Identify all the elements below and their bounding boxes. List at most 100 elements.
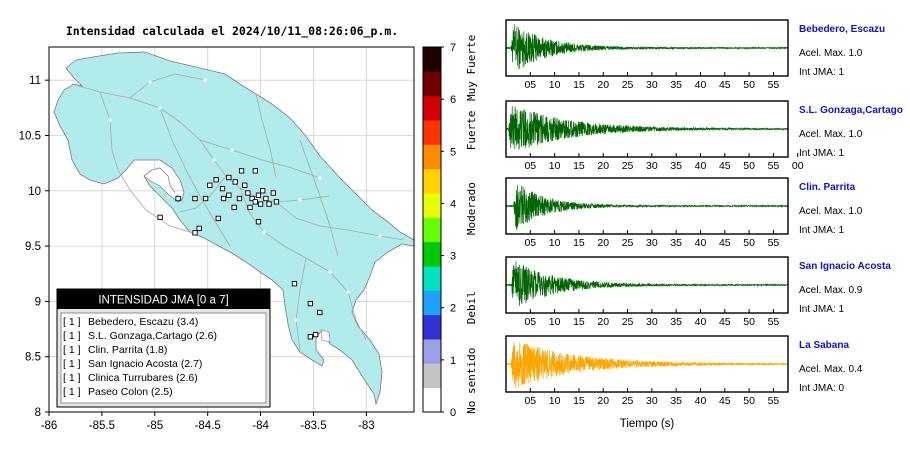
colorbar-category-label: Muy Fuerte	[465, 35, 478, 101]
colorbar-category-label: Debil	[465, 291, 478, 324]
station-marker	[196, 225, 202, 232]
colorbar-segment	[423, 387, 441, 413]
waveform-x-tick-label: 55	[768, 395, 780, 407]
station-acel-max: Acel. Max. 0.9	[799, 285, 863, 296]
station-int-jma: Int JMA: 1	[799, 304, 844, 315]
legend-row-station: S.L. Gonzaga,Cartago (2.6)	[88, 330, 217, 342]
colorbar-category-label: No sentido	[465, 348, 478, 414]
waveform-x-tick-label: 50	[743, 395, 755, 407]
colorbar-tick-label: 4	[450, 198, 456, 210]
map-road	[99, 91, 119, 171]
legend-row-intensity: [ 1 ]	[63, 344, 81, 356]
station-marker	[307, 334, 313, 340]
waveform-x-tick-label: 05	[524, 160, 536, 172]
waveform-x-tick-label: 45	[719, 79, 731, 91]
map-town-dot	[298, 198, 302, 202]
waveform-x-tick-label: 35	[670, 316, 682, 328]
colorbar-segment	[423, 217, 441, 243]
waveform-x-tick-label: 20	[597, 316, 609, 328]
station-acel-max: Acel. Max. 0.4	[799, 364, 863, 375]
waveform-x-tick-label: 20	[597, 237, 609, 249]
station-name: Clin. Parrita	[799, 182, 856, 193]
station-marker	[245, 190, 251, 196]
station-marker	[249, 195, 255, 202]
map-x-tick-label: -84.5	[195, 420, 221, 432]
waveform-trace	[506, 261, 788, 307]
waveform-frame	[505, 100, 789, 158]
map-road	[179, 175, 227, 213]
station-marker	[312, 331, 319, 338]
legend-row-intensity: [ 1 ]	[63, 386, 81, 398]
waveform-x-tick-label: 10	[549, 395, 561, 407]
map-x-tick-label: -85.5	[89, 420, 115, 432]
waveform-x-tick-label: 30	[646, 79, 658, 91]
waveform-panel: 05 10 15 20 25 30 35 40 45 50 55 La Sabana Acel. Max…	[505, 335, 863, 407]
map-road	[299, 139, 339, 257]
legend-row-intensity: [ 1 ]	[63, 372, 81, 384]
waveform-x-tick-label: 25	[622, 79, 634, 91]
station-marker	[213, 177, 219, 183]
waveform-x-tick-label: 15	[573, 316, 585, 328]
map-y-tick-label: 10.5	[19, 130, 41, 142]
station-marker	[238, 168, 245, 174]
waveform-x-tick-label: 35	[670, 237, 682, 249]
waveform-x-tick-label: 20	[597, 160, 609, 172]
map-town-dot	[294, 318, 298, 322]
colorbar-segment	[423, 241, 441, 267]
station-marker	[273, 199, 280, 205]
station-marker	[157, 214, 163, 220]
station-marker	[215, 215, 221, 222]
waveform-x-tick-label: 45	[719, 237, 731, 249]
station-int-jma: Int JMA: 0	[799, 383, 844, 394]
intensity-map: -86 -85.5 -85 -84.5 -84 -83.5 -83 8 8.5 9 9.5 10 10.…	[19, 46, 415, 432]
waveform-x-tick-label: 15	[573, 79, 585, 91]
waveform-x-tick-label: 05	[524, 79, 536, 91]
waveform-x-tick-label: 50	[743, 237, 755, 249]
waveform-x-tick-label: 45	[719, 395, 731, 407]
waveform-frame	[505, 177, 789, 235]
station-marker	[232, 179, 238, 185]
station-marker	[270, 190, 276, 196]
colorbar-frame	[422, 46, 442, 413]
station-acel-max: Acel. Max. 1.0	[799, 206, 863, 217]
colorbar-segment	[423, 193, 441, 218]
waveform-x-tick-label: 30	[646, 316, 658, 328]
station-marker	[242, 182, 248, 188]
map-road	[255, 93, 277, 179]
intensity-colorbar: 0 1 2 3 4 5 6 7 No sentido Debil Moderado Fuerte Muy…	[422, 35, 478, 419]
waveform-x-tick-label: 40	[695, 237, 707, 249]
map-road	[129, 73, 206, 99]
waveform-frame	[505, 19, 789, 77]
map-frame	[48, 46, 415, 413]
station-name: San Ignacio Acosta	[799, 261, 891, 272]
map-y-tick-label: 9.5	[25, 241, 41, 253]
map-town-dot	[108, 118, 112, 122]
station-name: La Sabana	[799, 340, 849, 351]
waveform-x-tick-label: 50	[743, 160, 755, 172]
legend-row-station: Clin. Parrita (1.8)	[88, 344, 167, 356]
station-marker	[255, 219, 262, 225]
legend-row-intensity: [ 1 ]	[63, 358, 81, 370]
legend-row-station: Paseo Colon (2.5)	[88, 386, 173, 398]
map-town-dot	[346, 290, 350, 294]
waveform-trace	[506, 24, 788, 70]
colorbar-segment	[423, 95, 441, 121]
waveform-x-tick-label: 45	[719, 160, 731, 172]
waveform-x-tick-label: 15	[573, 160, 585, 172]
waveform-x-tick-label: 25	[622, 160, 634, 172]
colorbar-segment	[423, 314, 441, 340]
station-marker	[226, 174, 232, 181]
station-marker	[266, 201, 272, 207]
waveform-x-axis-label: Tiempo (s)	[620, 418, 675, 430]
waveform-x-tick-label: 10	[549, 316, 561, 328]
waveform-panel: 05 10 15 20 25 30 35 40 45 50 55 San Ignacio Acosta…	[505, 256, 891, 328]
station-marker	[175, 195, 181, 202]
waveform-x-tick-label: 50	[743, 316, 755, 328]
map-town-dot	[230, 148, 234, 152]
waveform-x-tick-label: 55	[768, 316, 780, 328]
station-marker	[207, 182, 213, 188]
map-town-dot	[158, 106, 162, 110]
waveform-trace	[506, 342, 788, 389]
map-road	[117, 169, 197, 235]
